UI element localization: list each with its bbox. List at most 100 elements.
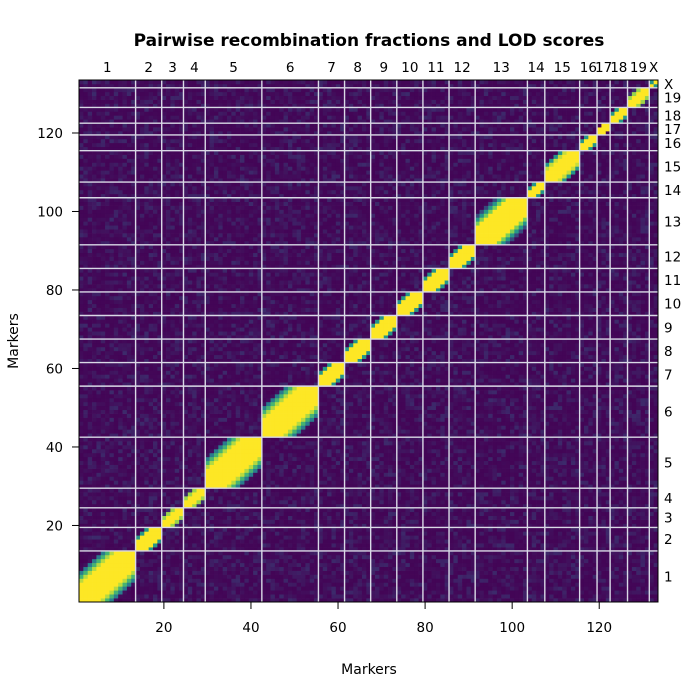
heatmap-cell xyxy=(109,456,115,462)
heatmap-cell xyxy=(148,170,154,175)
heatmap-cell xyxy=(148,413,154,418)
heatmap-cell xyxy=(196,558,202,564)
heatmap-cell xyxy=(231,523,237,528)
heatmap-cell xyxy=(161,543,167,548)
heatmap-cell xyxy=(148,201,154,206)
heatmap-cell xyxy=(92,248,97,254)
heatmap-cell xyxy=(113,441,119,446)
heatmap-cell xyxy=(144,437,149,442)
heatmap-cell xyxy=(218,252,224,257)
heatmap-cell xyxy=(83,291,89,297)
heatmap-cell xyxy=(179,303,184,308)
heatmap-cell xyxy=(192,362,197,367)
heatmap-cell xyxy=(83,256,89,261)
heatmap-cell xyxy=(218,323,224,328)
heatmap-cell xyxy=(231,87,237,93)
heatmap-cell xyxy=(187,142,193,148)
heatmap-cell xyxy=(213,178,219,183)
heatmap-cell xyxy=(139,413,145,418)
heatmap-cell xyxy=(144,511,149,516)
heatmap-cell xyxy=(213,354,219,360)
heatmap-cell xyxy=(144,166,149,171)
heatmap-cell xyxy=(131,429,136,434)
heatmap-cell xyxy=(240,327,245,332)
heatmap-cell xyxy=(139,80,145,85)
heatmap-cell xyxy=(192,244,197,250)
heatmap-cell xyxy=(157,103,163,108)
heatmap-cell xyxy=(79,586,84,591)
heatmap-cell xyxy=(209,511,215,516)
heatmap-cell xyxy=(109,382,115,387)
heatmap-cell xyxy=(113,409,119,414)
heatmap-cell xyxy=(213,405,219,411)
heatmap-cell xyxy=(109,519,115,524)
heatmap-cell xyxy=(227,276,232,281)
heatmap-cell xyxy=(148,127,154,132)
heatmap-cell xyxy=(235,268,241,273)
heatmap-cell xyxy=(135,409,141,414)
heatmap-cell xyxy=(92,429,97,434)
heatmap-cell xyxy=(83,197,89,203)
heatmap-cell xyxy=(153,460,158,465)
heatmap-cell xyxy=(83,539,89,544)
heatmap-cell xyxy=(222,327,228,332)
heatmap-cell xyxy=(153,452,158,458)
heatmap-cell xyxy=(209,472,215,477)
heatmap-cell xyxy=(87,221,93,226)
heatmap-cell xyxy=(131,323,136,328)
heatmap-cell xyxy=(126,550,132,556)
heatmap-cell xyxy=(153,233,158,238)
heatmap-cell xyxy=(161,590,167,595)
heatmap-cell xyxy=(83,182,89,187)
heatmap-cell xyxy=(153,350,158,356)
heatmap-cell xyxy=(92,390,97,395)
heatmap-cell xyxy=(222,488,228,493)
heatmap-cell xyxy=(231,268,237,273)
heatmap-cell xyxy=(139,291,145,297)
heatmap-cell xyxy=(153,547,158,552)
heatmap-cell xyxy=(205,339,210,344)
heatmap-cell xyxy=(144,362,149,367)
heatmap-cell xyxy=(139,225,145,230)
heatmap-cell xyxy=(96,138,102,144)
heatmap-cell xyxy=(92,197,97,203)
heatmap-cell xyxy=(174,256,180,261)
heatmap-cell xyxy=(166,346,171,352)
heatmap-cell xyxy=(126,476,132,481)
heatmap-cell xyxy=(113,268,119,273)
heatmap-cell xyxy=(227,441,232,446)
heatmap-cell xyxy=(126,378,132,383)
heatmap-cell xyxy=(227,162,232,167)
heatmap-cell xyxy=(153,315,158,320)
heatmap-cell xyxy=(179,342,184,348)
heatmap-cell xyxy=(166,284,171,289)
heatmap-cell xyxy=(166,378,171,383)
heatmap-cell xyxy=(200,182,206,187)
heatmap-cell xyxy=(83,441,89,446)
heatmap-cell xyxy=(139,429,145,434)
heatmap-cell xyxy=(105,111,110,116)
heatmap-cell xyxy=(161,527,167,532)
heatmap-cell xyxy=(213,452,219,458)
heatmap-cell xyxy=(209,252,215,257)
heatmap-cell xyxy=(153,229,158,234)
heatmap-cell xyxy=(183,445,189,450)
heatmap-cell xyxy=(122,221,128,226)
heatmap-cell xyxy=(231,456,237,462)
heatmap-cell xyxy=(148,284,154,289)
heatmap-cell xyxy=(100,464,106,469)
heatmap-cell xyxy=(240,543,245,548)
heatmap-cell xyxy=(166,472,171,477)
heatmap-cell xyxy=(187,401,193,407)
heatmap-cell xyxy=(213,103,219,108)
heatmap-cell xyxy=(148,480,154,485)
heatmap-cell xyxy=(109,350,115,356)
heatmap-cell xyxy=(79,236,84,242)
heatmap-cell xyxy=(183,562,189,568)
heatmap-cell xyxy=(187,539,193,544)
heatmap-cell xyxy=(240,421,245,426)
heatmap-cell xyxy=(227,370,232,375)
heatmap-cell xyxy=(153,268,158,273)
heatmap-cell xyxy=(192,429,197,434)
heatmap-cell xyxy=(179,87,184,93)
